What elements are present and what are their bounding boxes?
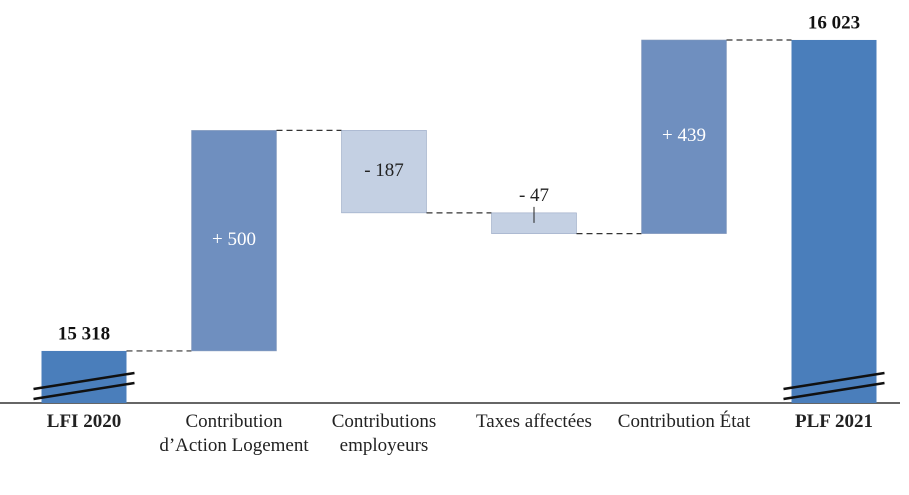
bar: [191, 130, 277, 352]
value-label: + 439: [662, 125, 706, 146]
x-tick-label: PLF 2021: [795, 411, 873, 432]
x-tick-label: Contribution d’Action Logement: [159, 411, 309, 456]
axis-break: [33, 381, 135, 401]
axis-break: [783, 381, 885, 401]
bar: [641, 39, 727, 234]
value-label: 15 318: [58, 323, 110, 344]
value-label: 16 023: [808, 12, 860, 33]
value-label: - 47: [519, 185, 549, 206]
x-tick-label: Contributions employeurs: [331, 411, 437, 456]
bar: [791, 39, 877, 404]
value-label: - 187: [364, 160, 404, 181]
x-tick-label: LFI 2020: [46, 411, 122, 432]
x-tick-label: Taxes affectées: [476, 411, 592, 432]
x-tick-label: Contribution État: [617, 411, 751, 432]
axis-break: [33, 371, 135, 391]
bar: [341, 130, 427, 214]
value-label: + 500: [212, 229, 256, 250]
axis-break: [783, 371, 885, 391]
